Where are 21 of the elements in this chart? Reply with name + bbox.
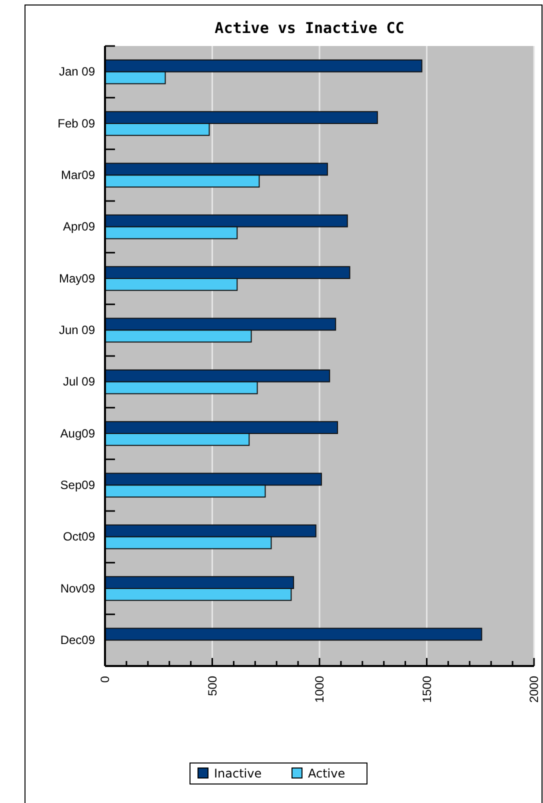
bar <box>104 628 482 641</box>
y-tick-label: Mar09 <box>60 168 96 182</box>
y-tick-label: Jun 09 <box>58 323 96 338</box>
y-tick-label: May09 <box>58 271 96 286</box>
y-tick-label: Oct09 <box>62 530 96 544</box>
legend-label: Active <box>308 766 346 780</box>
y-tick-label: Apr09 <box>62 220 96 234</box>
x-tick-label: 2000 <box>527 676 542 703</box>
x-tick-label: 1500 <box>420 676 434 703</box>
y-tick-label: Sep09 <box>60 478 96 492</box>
y-tick-label: Aug09 <box>60 426 96 440</box>
x-tick-label: 1000 <box>312 676 327 703</box>
chart-title: Active vs Inactive CC <box>214 19 404 37</box>
y-tick-label: Jul 09 <box>62 374 96 389</box>
y-tick-label: Jan 09 <box>58 64 96 79</box>
legend-label: Inactive <box>214 766 262 780</box>
y-tick-label: Nov09 <box>60 581 96 596</box>
x-tick-label: 500 <box>205 676 220 696</box>
y-tick-label: Dec09 <box>60 633 96 648</box>
x-tick-label: 0 <box>98 676 112 683</box>
y-tick-label: Feb 09 <box>58 116 96 130</box>
